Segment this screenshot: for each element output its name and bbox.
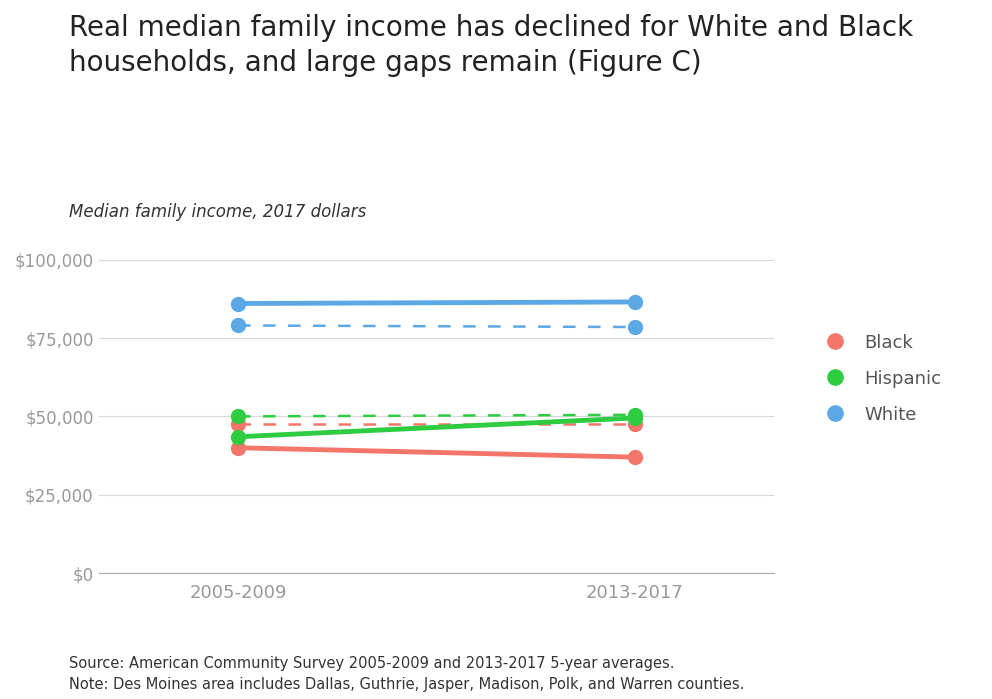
Text: Median family income, 2017 dollars: Median family income, 2017 dollars bbox=[69, 203, 367, 221]
Legend: Black, Hispanic, White: Black, Hispanic, White bbox=[809, 326, 948, 431]
Text: Source: American Community Survey 2005-2009 and 2013-2017 5-year averages.
Note:: Source: American Community Survey 2005-2… bbox=[69, 656, 745, 692]
Text: Real median family income has declined for White and Black
households, and large: Real median family income has declined f… bbox=[69, 14, 914, 77]
